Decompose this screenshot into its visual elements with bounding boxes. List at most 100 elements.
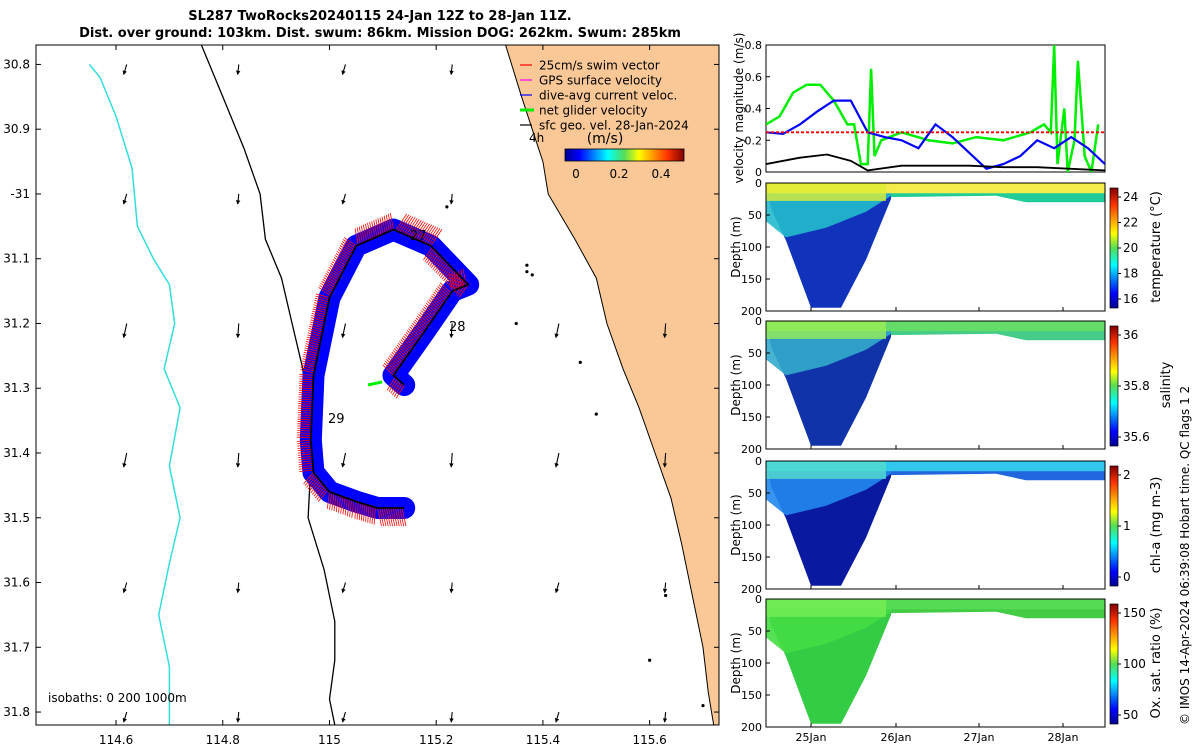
swim-vector xyxy=(436,288,448,299)
velocity-series xyxy=(766,45,1105,172)
swim-vector xyxy=(414,319,426,331)
swim-vector xyxy=(405,331,417,343)
map-ytick-label: 31.1 xyxy=(3,252,30,266)
swim-vector xyxy=(298,462,313,466)
swim-vector xyxy=(310,480,322,493)
swim-vector xyxy=(297,421,312,423)
swim-vector xyxy=(371,221,376,238)
map-ytick-label: 31.3 xyxy=(3,381,30,395)
swim-vector xyxy=(297,429,312,432)
land-area xyxy=(505,45,719,725)
swim-vector xyxy=(312,482,323,495)
map-axes: 29 28 27 114.6 114.8 115 115.2 115.4 115.6 30.… xyxy=(3,44,720,747)
swim-vector xyxy=(313,302,328,307)
swim-vector xyxy=(314,297,329,303)
oxygen-ytick-label: 100 xyxy=(741,657,762,670)
chla-section: 0 50 100 150 200 Depth (m) 2 1 0 chl-a (mg m-3) xyxy=(729,455,1164,596)
swim-vector xyxy=(297,451,312,454)
swim-vector xyxy=(404,333,416,345)
legend-label-net: net glider velocity xyxy=(539,104,647,118)
swim-vector xyxy=(430,255,441,269)
swim-vector xyxy=(377,218,382,236)
swim-vector xyxy=(399,215,412,233)
swim-vector xyxy=(333,494,337,512)
salinity-cbar-tick-label: 35.8 xyxy=(1123,379,1150,393)
island-dot xyxy=(701,703,705,708)
swim-vector xyxy=(385,360,397,372)
swim-vector xyxy=(304,347,319,352)
swim-vector xyxy=(409,326,421,338)
swim-vector xyxy=(346,499,350,517)
temperature-surface-layer-west xyxy=(766,183,886,201)
swim-vector xyxy=(379,507,385,527)
map-xtick-label: 114.6 xyxy=(99,733,133,747)
swim-vector xyxy=(297,414,312,416)
swim-vector xyxy=(369,506,372,524)
swim-vector xyxy=(449,274,460,288)
island-dot xyxy=(664,593,668,598)
swim-vector xyxy=(301,360,316,365)
swim-vector xyxy=(386,376,396,391)
chla-ytick-label: 150 xyxy=(741,551,762,564)
geo-velocity-arrow xyxy=(235,711,241,723)
swim-vector xyxy=(306,338,321,344)
day-label-27: 27 xyxy=(410,229,427,244)
swim-vector xyxy=(413,221,426,239)
geo-velocity-arrow xyxy=(122,193,128,205)
swim-vector xyxy=(401,216,414,234)
date-tick-label: 25Jan xyxy=(796,731,827,744)
swim-vector xyxy=(298,455,313,459)
swim-vector xyxy=(397,214,410,232)
chla-cbar-tick-label: 2 xyxy=(1123,468,1131,482)
geo-velocity-arrow xyxy=(449,323,454,339)
swim-vector xyxy=(354,501,357,519)
geo-velocity-arrow xyxy=(662,711,668,723)
map-ytick-label: 30.9 xyxy=(3,122,30,136)
swim-vector xyxy=(394,348,406,360)
swim-vector xyxy=(392,350,405,362)
swim-vector xyxy=(365,223,369,241)
chla-cbar-tick-label: 1 xyxy=(1123,519,1131,533)
swim-vector xyxy=(297,418,312,421)
swim-vector xyxy=(299,374,314,376)
oxygen-cbar-label: Ox. sat. ratio (%) xyxy=(1149,608,1164,719)
legend-entry-dive-avg: dive-avg current veloc. xyxy=(520,89,677,103)
swim-vector xyxy=(405,218,418,236)
temperature-cbar-tick-label: 20 xyxy=(1123,241,1138,255)
swim-vector xyxy=(297,444,312,447)
swim-vector xyxy=(299,467,314,470)
map-ytick-label: 31.8 xyxy=(3,705,30,719)
legend-speed-label: 4h xyxy=(529,131,544,145)
geo-velocity-arrow xyxy=(341,452,347,468)
geo-velocity-arrow xyxy=(235,64,241,76)
date-tick-label: 28Jan xyxy=(1048,731,1079,744)
swim-vector xyxy=(298,403,313,405)
figure-title-line2: Dist. over ground: 103km. Dist. swum: 86… xyxy=(79,26,681,41)
swim-vector xyxy=(383,215,388,233)
swim-vector xyxy=(401,507,407,527)
swim-vector xyxy=(299,378,314,381)
swim-vector xyxy=(307,334,322,339)
swim-vector xyxy=(437,286,449,297)
swim-vector xyxy=(356,227,361,245)
swim-vector xyxy=(408,328,420,340)
colorbar-tick-0: 0 xyxy=(572,167,580,181)
swim-vector xyxy=(310,317,325,322)
temperature-cbar-tick-label: 24 xyxy=(1123,190,1138,204)
chla-ytick-label: 50 xyxy=(748,487,762,500)
swim-vector xyxy=(324,275,337,284)
swim-vector xyxy=(299,383,314,385)
swim-vector xyxy=(367,222,372,240)
colorbar-title: (m/s) xyxy=(587,131,624,147)
swim-vector xyxy=(313,304,328,309)
island-dot xyxy=(578,360,582,364)
swim-vector xyxy=(390,379,400,394)
map-frame xyxy=(35,44,720,726)
swim-vector xyxy=(386,359,398,371)
map-axis-ticks: 114.6 114.8 115 115.2 115.4 115.6 30.8 30.9 -31 3… xyxy=(3,45,719,747)
swim-vector xyxy=(381,216,386,234)
velocity-panel: 0 0.2 0.4 0.6 0.8 velocity magnitude (m/s) xyxy=(732,33,1106,183)
swim-vector xyxy=(322,279,335,288)
swim-vector xyxy=(304,349,319,355)
swim-vector xyxy=(435,260,446,274)
